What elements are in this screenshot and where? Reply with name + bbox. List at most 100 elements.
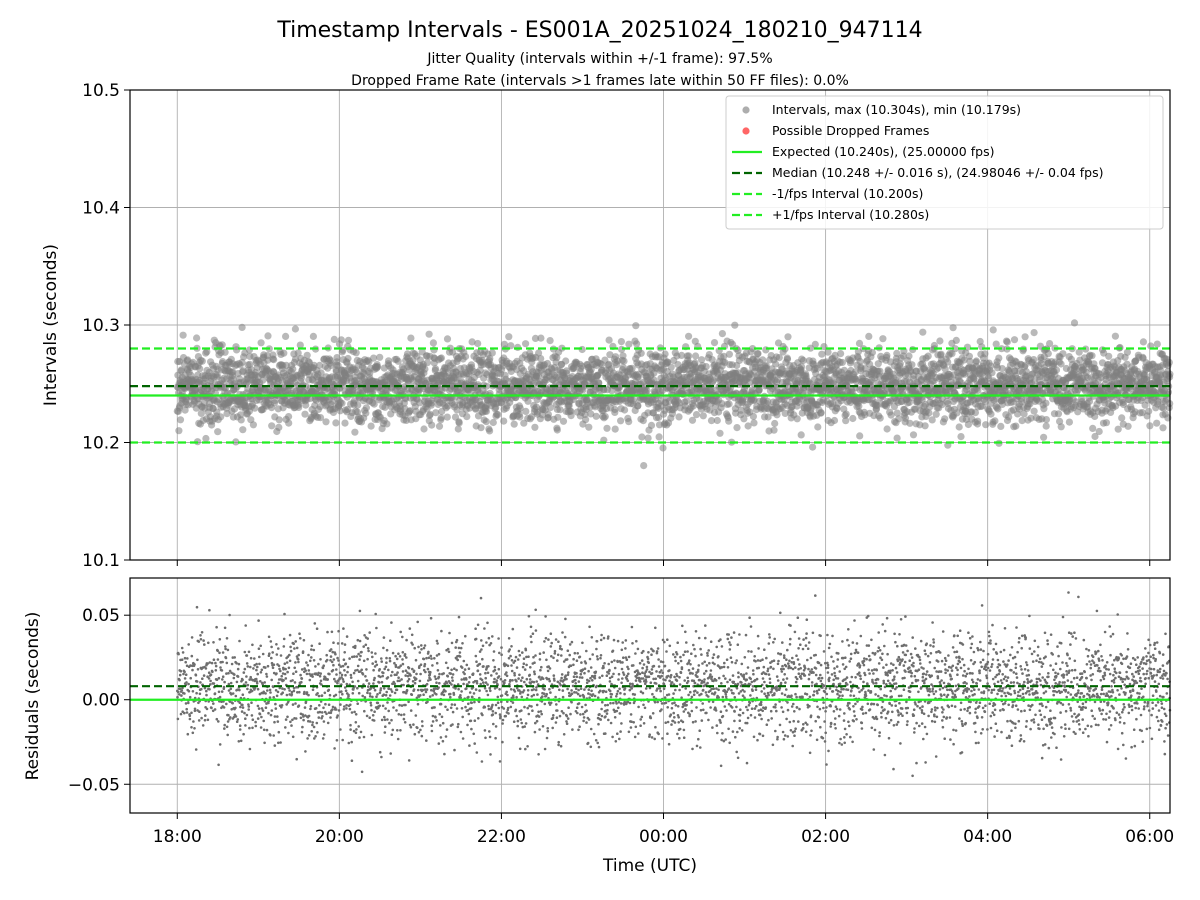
interval-point xyxy=(362,404,370,412)
residual-point xyxy=(313,622,317,625)
residual-point xyxy=(221,660,224,664)
residual-point xyxy=(236,675,240,678)
interval-point xyxy=(176,416,185,424)
residual-point xyxy=(288,653,291,657)
residual-point xyxy=(244,624,247,627)
interval-point xyxy=(1088,352,1096,360)
interval-point xyxy=(750,419,758,427)
interval-point xyxy=(661,350,669,358)
interval-point xyxy=(995,354,1003,362)
residual-point xyxy=(216,658,220,661)
residual-point xyxy=(207,677,211,680)
residual-point xyxy=(255,682,259,685)
interval-point xyxy=(367,422,375,430)
interval-point xyxy=(1003,338,1011,346)
interval-point xyxy=(1089,424,1097,432)
interval-point xyxy=(755,386,763,394)
residual-point xyxy=(208,661,212,664)
interval-point xyxy=(322,418,330,426)
residual-point xyxy=(199,634,202,637)
residual-point xyxy=(186,657,189,660)
residual-point xyxy=(277,647,280,650)
interval-point xyxy=(644,434,652,442)
interval-point xyxy=(175,427,183,435)
residual-point xyxy=(282,679,285,682)
residual-point xyxy=(180,646,184,650)
residual-point xyxy=(309,707,312,711)
residual-point xyxy=(297,653,301,657)
residual-point xyxy=(207,641,210,645)
interval-point xyxy=(520,419,528,427)
interval-point xyxy=(420,425,428,433)
residual-point xyxy=(270,656,273,660)
residual-point xyxy=(191,690,195,693)
interval-point xyxy=(989,326,997,334)
interval-point xyxy=(957,433,965,441)
residual-point xyxy=(183,656,187,660)
residual-point xyxy=(205,693,208,697)
interval-point xyxy=(842,410,850,418)
interval-point xyxy=(638,433,646,441)
residual-point xyxy=(279,654,283,657)
residual-point xyxy=(187,701,190,705)
interval-point xyxy=(582,416,590,424)
residual-point xyxy=(257,647,261,650)
interval-point xyxy=(351,428,359,436)
interval-point xyxy=(1054,410,1063,418)
interval-point xyxy=(302,401,310,409)
interval-point xyxy=(394,357,402,365)
interval-point xyxy=(482,418,490,426)
interval-point xyxy=(1139,338,1147,346)
dropped-frame-rate-subtitle: Dropped Frame Rate (intervals >1 frames … xyxy=(351,73,849,89)
interval-point xyxy=(963,343,972,351)
residual-point xyxy=(268,696,272,699)
residual-point xyxy=(244,717,247,720)
residual-point xyxy=(261,709,265,712)
interval-point xyxy=(919,328,927,336)
interval-point xyxy=(725,400,733,408)
residual-point xyxy=(209,673,213,676)
residual-point xyxy=(273,715,277,718)
interval-point xyxy=(633,340,641,348)
residual-point xyxy=(190,654,194,658)
residual-point xyxy=(226,720,230,723)
interval-point xyxy=(455,419,463,427)
interval-point xyxy=(531,423,539,431)
interval-point xyxy=(811,340,819,348)
interval-point xyxy=(486,354,494,363)
residual-point xyxy=(262,719,266,723)
interval-point xyxy=(675,413,683,421)
residual-point xyxy=(280,674,284,678)
residual-point xyxy=(178,678,181,682)
interval-point xyxy=(337,336,345,344)
interval-point xyxy=(876,414,884,422)
interval-point xyxy=(1153,419,1161,427)
residual-point xyxy=(183,670,186,674)
residual-point xyxy=(253,657,256,660)
residual-point xyxy=(177,652,180,656)
interval-point xyxy=(1165,358,1173,366)
residual-point xyxy=(316,731,319,734)
residual-point xyxy=(212,658,216,661)
residual-point xyxy=(250,714,254,717)
interval-point xyxy=(370,400,378,408)
interval-point xyxy=(376,353,384,361)
residual-point xyxy=(318,710,322,714)
residual-point xyxy=(293,666,297,670)
interval-point xyxy=(1153,340,1161,348)
interval-point xyxy=(879,335,887,343)
intervals-y-tick-label: 10.1 xyxy=(82,551,120,571)
interval-point xyxy=(238,358,246,366)
residual-point xyxy=(197,719,201,722)
residual-point xyxy=(263,741,266,745)
interval-point xyxy=(1095,427,1103,436)
residual-point xyxy=(204,667,208,670)
residual-point xyxy=(260,668,264,672)
residual-point xyxy=(314,665,317,668)
residual-point xyxy=(279,741,282,744)
residual-point xyxy=(239,739,243,743)
residual-point xyxy=(290,693,294,696)
residual-point xyxy=(305,672,309,676)
residual-point xyxy=(185,707,188,711)
residual-point xyxy=(275,653,279,656)
